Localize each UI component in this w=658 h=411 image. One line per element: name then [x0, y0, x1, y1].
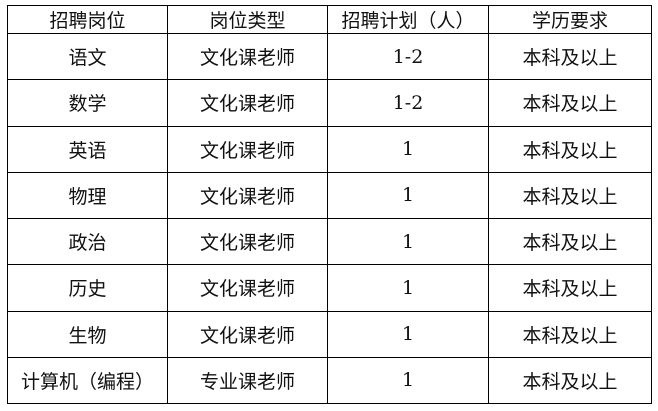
- table-row: 物理 文化课老师 1 本科及以上: [7, 171, 652, 220]
- table-row: 历史 文化课老师 1 本科及以上: [7, 264, 652, 312]
- cell-hiring-count: 1-2: [327, 79, 489, 127]
- cell-education-requirement: 本科及以上: [488, 264, 652, 312]
- table-row: 生物 文化课老师 1 本科及以上: [7, 310, 652, 358]
- cell-education-requirement: 本科及以上: [488, 356, 652, 405]
- cell-hiring-count: 1-2: [327, 32, 489, 81]
- cell-position: 物理: [7, 171, 168, 220]
- cell-education-requirement: 本科及以上: [488, 310, 652, 358]
- cell-position: 计算机（编程）: [7, 356, 168, 405]
- cell-position-type: 文化课老师: [167, 217, 328, 266]
- header-position: 招聘岗位: [7, 5, 168, 34]
- cell-position-type: 文化课老师: [167, 264, 328, 312]
- cell-hiring-count: 1: [327, 217, 489, 266]
- cell-hiring-count: 1: [327, 264, 489, 312]
- cell-hiring-count: 1: [327, 125, 489, 173]
- cell-education-requirement: 本科及以上: [488, 217, 652, 266]
- cell-education-requirement: 本科及以上: [488, 32, 652, 81]
- cell-position-type: 专业课老师: [167, 356, 328, 405]
- cell-position: 历史: [7, 264, 168, 312]
- table-row: 政治 文化课老师 1 本科及以上: [7, 217, 652, 266]
- cell-position: 政治: [7, 217, 168, 266]
- cell-position-type: 文化课老师: [167, 310, 328, 358]
- cell-position-type: 文化课老师: [167, 32, 328, 81]
- cell-hiring-count: 1: [327, 310, 489, 358]
- cell-hiring-count: 1: [327, 356, 489, 405]
- table-row: 数学 文化课老师 1-2 本科及以上: [7, 79, 652, 127]
- header-education-requirement: 学历要求: [488, 5, 652, 34]
- recruitment-table: 招聘岗位 岗位类型 招聘计划（人） 学历要求 语文 文化课老师 1-2 本科及以上 数学 文化课…: [7, 5, 652, 405]
- header-row: 招聘岗位 岗位类型 招聘计划（人） 学历要求: [7, 5, 652, 34]
- table-row: 语文 文化课老师 1-2 本科及以上: [7, 32, 652, 81]
- header-hiring-count: 招聘计划（人）: [327, 5, 489, 34]
- cell-position: 数学: [7, 79, 168, 127]
- cell-position-type: 文化课老师: [167, 171, 328, 220]
- cell-education-requirement: 本科及以上: [488, 79, 652, 127]
- cell-position: 英语: [7, 125, 168, 173]
- cell-position: 语文: [7, 32, 168, 81]
- cell-position-type: 文化课老师: [167, 79, 328, 127]
- cell-hiring-count: 1: [327, 171, 489, 220]
- cell-position: 生物: [7, 310, 168, 358]
- cell-education-requirement: 本科及以上: [488, 125, 652, 173]
- cell-position-type: 文化课老师: [167, 125, 328, 173]
- table-row: 计算机（编程） 专业课老师 1 本科及以上: [7, 356, 652, 405]
- header-position-type: 岗位类型: [167, 5, 328, 34]
- cell-education-requirement: 本科及以上: [488, 171, 652, 220]
- table-row: 英语 文化课老师 1 本科及以上: [7, 125, 652, 173]
